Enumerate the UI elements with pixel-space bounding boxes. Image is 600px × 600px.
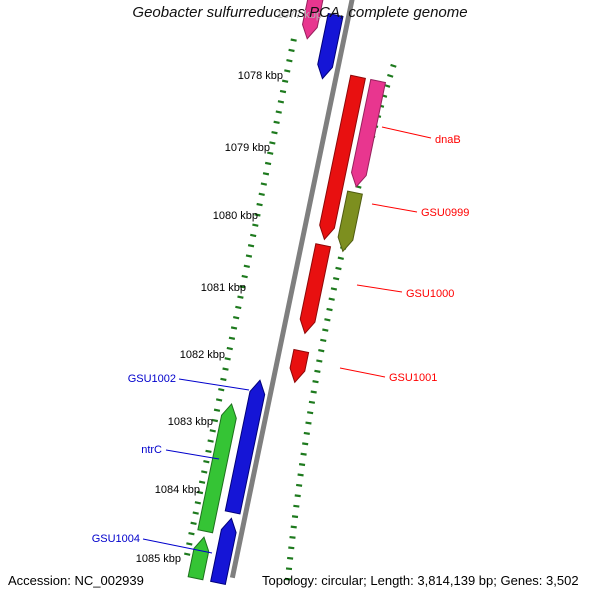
leader-GSU0999 xyxy=(371,203,418,213)
status-accession: Accession: NC_002939 xyxy=(8,573,144,588)
ruler-dots-right xyxy=(284,63,397,583)
gene-label-GSU1001: GSU1001 xyxy=(389,372,437,384)
gene-label-GSU1002: GSU1002 xyxy=(128,373,176,385)
gene-arrow-red-upper[interactable] xyxy=(317,74,366,241)
status-bar: Accession: NC_002939 Topology: circular;… xyxy=(0,571,600,600)
tick-label-1080: 1080 kbp xyxy=(213,210,258,222)
tick-label-1081: 1081 kbp xyxy=(201,282,246,294)
leader-GSU1001 xyxy=(339,367,386,378)
gene-arrow-top-blue[interactable] xyxy=(315,12,344,80)
gene-arrow-GSU1001[interactable] xyxy=(287,348,310,384)
gene-arrow-top-pink[interactable] xyxy=(300,0,326,40)
gene-arrow-GSU1002[interactable] xyxy=(224,379,267,515)
gene-arrow-GSU1004[interactable] xyxy=(210,517,239,586)
gene-arrow-green-lower[interactable] xyxy=(187,536,211,581)
status-genome-summary: Topology: circular; Length: 3,814,139 bp… xyxy=(262,573,579,588)
tick-label-1078: 1078 kbp xyxy=(238,70,283,82)
tick-label-1077: 1077 kbp xyxy=(277,9,322,21)
leader-dnaB xyxy=(381,126,432,139)
map-title: Geobacter sulfurreducens PCA, complete g… xyxy=(132,4,467,21)
tick-label-1083: 1083 kbp xyxy=(168,416,213,428)
gene-label-GSU1004: GSU1004 xyxy=(92,533,140,545)
gene-arrow-GSU0999[interactable] xyxy=(335,190,363,253)
gene-arrow-GSU1000[interactable] xyxy=(298,243,332,335)
genome-map-rotated xyxy=(182,0,397,586)
gene-label-dnaB: dnaB xyxy=(435,134,461,146)
gene-label-ntrC: ntrC xyxy=(141,444,162,456)
backbone-line xyxy=(229,0,360,579)
tick-label-1079: 1079 kbp xyxy=(225,142,270,154)
tick-label-1085: 1085 kbp xyxy=(136,553,181,565)
leader-GSU1002 xyxy=(178,378,250,391)
leader-GSU1004 xyxy=(142,538,213,554)
tick-label-1084: 1084 kbp xyxy=(155,484,200,496)
gene-arrow-dnaB[interactable] xyxy=(349,78,387,188)
tick-label-1082: 1082 kbp xyxy=(180,349,225,361)
gene-arrow-ntrC[interactable] xyxy=(197,402,239,534)
leader-GSU1000 xyxy=(356,284,403,293)
gene-label-GSU1000: GSU1000 xyxy=(406,288,454,300)
leader-ntrC xyxy=(165,449,220,460)
gene-label-GSU0999: GSU0999 xyxy=(421,207,469,219)
